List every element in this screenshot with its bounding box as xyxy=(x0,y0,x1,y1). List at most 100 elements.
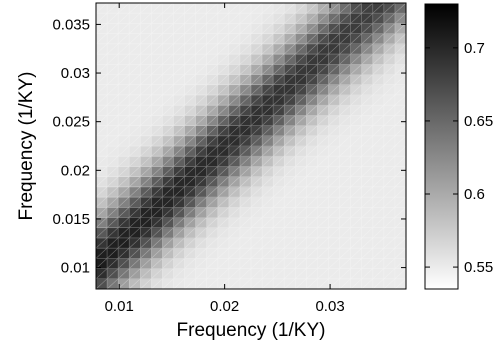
heatmap-cell xyxy=(195,237,208,249)
heatmap-cell xyxy=(383,156,396,167)
heatmap-cell xyxy=(284,23,296,35)
heatmap-cell xyxy=(96,3,108,14)
heatmap-cell xyxy=(273,146,285,157)
heatmap-cell xyxy=(306,268,318,280)
heatmap-cell xyxy=(107,23,119,35)
heatmap-cell xyxy=(306,278,318,290)
heatmap-cell xyxy=(195,105,208,116)
heatmap-cell xyxy=(239,156,252,167)
heatmap-cell xyxy=(140,268,152,280)
heatmap-cell xyxy=(184,33,197,45)
heatmap-cell xyxy=(162,217,174,229)
heatmap-cell xyxy=(273,278,285,290)
heatmap-cell xyxy=(151,105,163,116)
heatmap-cell xyxy=(394,115,407,126)
heatmap-cell xyxy=(383,43,396,55)
heatmap-cell xyxy=(383,105,396,116)
heatmap-cell xyxy=(206,278,219,290)
x-tick-label: 0.03 xyxy=(315,298,344,315)
heatmap-cell xyxy=(162,197,174,208)
heatmap-cell xyxy=(295,13,307,24)
heatmap-cell xyxy=(306,248,318,259)
heatmap-cell xyxy=(151,278,163,290)
heatmap-cell xyxy=(184,23,197,35)
heatmap-cell xyxy=(262,74,274,86)
heatmap-cell xyxy=(273,258,285,269)
heatmap-cell xyxy=(228,115,241,126)
heatmap-cell xyxy=(306,125,318,137)
heatmap-cell xyxy=(273,105,285,116)
heatmap-cell xyxy=(284,176,296,188)
heatmap-cell xyxy=(284,3,296,14)
heatmap-cell xyxy=(184,125,197,137)
heatmap-cell xyxy=(228,33,241,45)
heatmap-cell xyxy=(195,268,208,280)
heatmap-cell xyxy=(107,94,119,106)
heatmap-cell xyxy=(306,54,318,65)
heatmap-cell xyxy=(284,227,296,239)
heatmap-cell xyxy=(173,217,185,229)
heatmap-cell xyxy=(306,43,318,55)
heatmap-cell xyxy=(151,54,163,65)
heatmap-cell xyxy=(118,268,130,280)
heatmap-cell xyxy=(295,94,307,106)
heatmap-cell xyxy=(195,146,208,157)
heatmap-cell xyxy=(195,13,208,24)
heatmap-cell xyxy=(151,13,163,24)
heatmap-cell xyxy=(195,207,208,218)
heatmap-cell xyxy=(217,115,230,126)
heatmap-cell xyxy=(151,166,163,178)
heatmap-cell xyxy=(228,217,241,229)
heatmap-cell xyxy=(129,33,141,45)
heatmap-cell xyxy=(129,186,141,198)
heatmap-cell xyxy=(140,33,152,45)
heatmap-cell xyxy=(394,64,407,75)
heatmap-cell xyxy=(129,94,141,106)
heatmap-cell xyxy=(306,94,318,106)
heatmap-cell xyxy=(118,94,130,106)
colorbar-tick-label: 0.6 xyxy=(464,186,485,203)
heatmap-cell xyxy=(262,3,274,14)
heatmap-cell xyxy=(251,54,263,65)
heatmap-cell xyxy=(239,3,252,14)
heatmap-cell xyxy=(284,43,296,55)
heatmap-cell xyxy=(372,146,385,157)
heatmap-cell xyxy=(372,3,385,14)
heatmap-cell xyxy=(107,74,119,86)
heatmap-cell xyxy=(129,268,141,280)
heatmap-cell xyxy=(195,197,208,208)
heatmap-cell xyxy=(195,176,208,188)
heatmap-cell xyxy=(328,197,340,208)
heatmap-cell xyxy=(251,258,263,269)
heatmap-cell xyxy=(350,156,363,167)
heatmap-cell xyxy=(383,64,396,75)
heatmap-cell xyxy=(361,43,374,55)
heatmap-cell xyxy=(206,13,219,24)
heatmap-cell xyxy=(372,197,385,208)
heatmap-cell xyxy=(383,84,396,96)
heatmap-cell xyxy=(118,33,130,45)
heatmap-cell xyxy=(107,13,119,24)
heatmap-cell xyxy=(295,54,307,65)
heatmap-cell xyxy=(383,197,396,208)
heatmap-cell xyxy=(140,197,152,208)
heatmap-cell xyxy=(306,3,318,14)
heatmap-cell xyxy=(129,197,141,208)
heatmap-cell xyxy=(129,64,141,75)
heatmap-cell xyxy=(262,217,274,229)
heatmap-cell xyxy=(383,23,396,35)
heatmap-cell xyxy=(239,227,252,239)
heatmap-cell xyxy=(328,166,340,178)
heatmap-cell xyxy=(262,207,274,218)
heatmap-cell xyxy=(273,23,285,35)
heatmap-cell xyxy=(107,248,119,259)
heatmap-cell xyxy=(251,23,263,35)
heatmap-cell xyxy=(140,248,152,259)
heatmap-cell xyxy=(251,43,263,55)
heatmap-cell xyxy=(239,186,252,198)
heatmap-cell xyxy=(195,217,208,229)
heatmap-cell xyxy=(394,237,407,249)
heatmap-cell xyxy=(295,278,307,290)
heatmap-cell xyxy=(118,166,130,178)
heatmap-cell xyxy=(129,84,141,96)
